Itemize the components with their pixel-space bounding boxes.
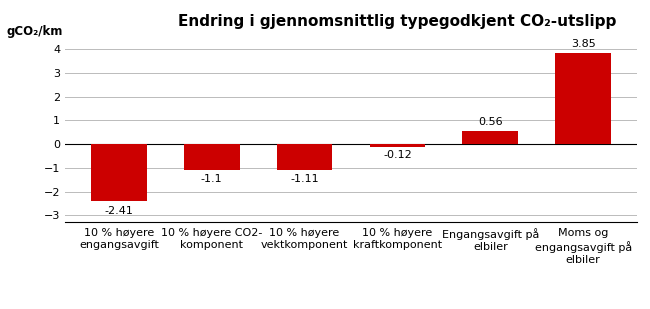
Title: Endring i gjennomsnittlig typegodkjent CO₂-utslipp: Endring i gjennomsnittlig typegodkjent C… bbox=[177, 14, 616, 29]
Text: -0.12: -0.12 bbox=[383, 150, 412, 160]
Text: 3.85: 3.85 bbox=[571, 39, 595, 49]
Bar bbox=[91, 144, 147, 201]
Bar bbox=[184, 144, 240, 170]
Bar bbox=[555, 53, 611, 144]
Text: -2.41: -2.41 bbox=[105, 205, 133, 216]
Bar bbox=[370, 144, 425, 147]
Text: 0.56: 0.56 bbox=[478, 117, 502, 127]
Text: -1.11: -1.11 bbox=[291, 174, 319, 184]
Bar bbox=[462, 131, 518, 144]
Bar bbox=[277, 144, 332, 171]
Text: -1.1: -1.1 bbox=[201, 174, 222, 184]
Text: gCO₂/km: gCO₂/km bbox=[6, 25, 63, 38]
